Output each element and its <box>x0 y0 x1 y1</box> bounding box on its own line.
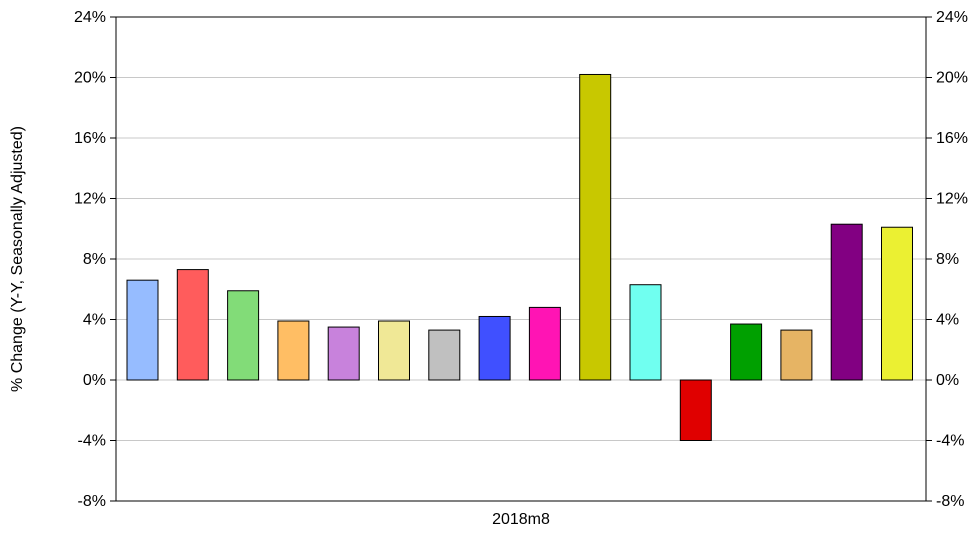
bar-1 <box>126 279 159 381</box>
gridlines <box>116 77 926 441</box>
right-tick-label: 0% <box>936 372 959 389</box>
right-tick-label: -4% <box>936 433 964 450</box>
right-tick-label: 4% <box>936 312 959 329</box>
x-category-label: 2018m8 <box>492 511 550 528</box>
left-y-axis: -8% -4% 0% 4% 8% 12% 16% 20% 24% <box>74 9 116 510</box>
bar-4 <box>277 320 310 381</box>
bar-2 <box>176 269 209 381</box>
y-axis-title: % Change (Y-Y, Seasonally Adjusted) <box>9 126 26 392</box>
bars <box>126 73 913 441</box>
bar-3 <box>227 290 260 381</box>
left-tick-label: 4% <box>83 312 106 329</box>
left-tick-label: -4% <box>78 433 106 450</box>
right-tick-label: 12% <box>936 191 968 208</box>
bar-15 <box>830 223 863 381</box>
bar-9 <box>528 306 561 381</box>
left-tick-label: 16% <box>74 130 106 147</box>
left-tick-label: 8% <box>83 251 106 268</box>
bar-14 <box>780 329 813 381</box>
bar-8 <box>478 315 511 381</box>
left-tick-label: 20% <box>74 70 106 87</box>
left-tick-label: -8% <box>78 493 106 510</box>
bar-12 <box>679 379 712 441</box>
right-tick-label: 20% <box>936 70 968 87</box>
bar-6 <box>378 320 410 381</box>
bar-13 <box>730 323 763 381</box>
right-tick-label: 24% <box>936 9 968 26</box>
left-tick-label: 24% <box>74 9 106 26</box>
bar-11 <box>629 284 662 381</box>
left-tick-label: 0% <box>83 372 106 389</box>
bar-5 <box>327 326 360 381</box>
right-tick-label: 16% <box>936 130 968 147</box>
bar-16 <box>881 226 913 381</box>
right-tick-label: 8% <box>936 251 959 268</box>
left-tick-label: 12% <box>74 191 106 208</box>
right-tick-label: -8% <box>936 493 964 510</box>
right-y-axis: -8% -4% 0% 4% 8% 12% 16% 20% 24% <box>926 9 968 510</box>
bar-7 <box>428 329 461 381</box>
bar-10 <box>579 73 612 381</box>
